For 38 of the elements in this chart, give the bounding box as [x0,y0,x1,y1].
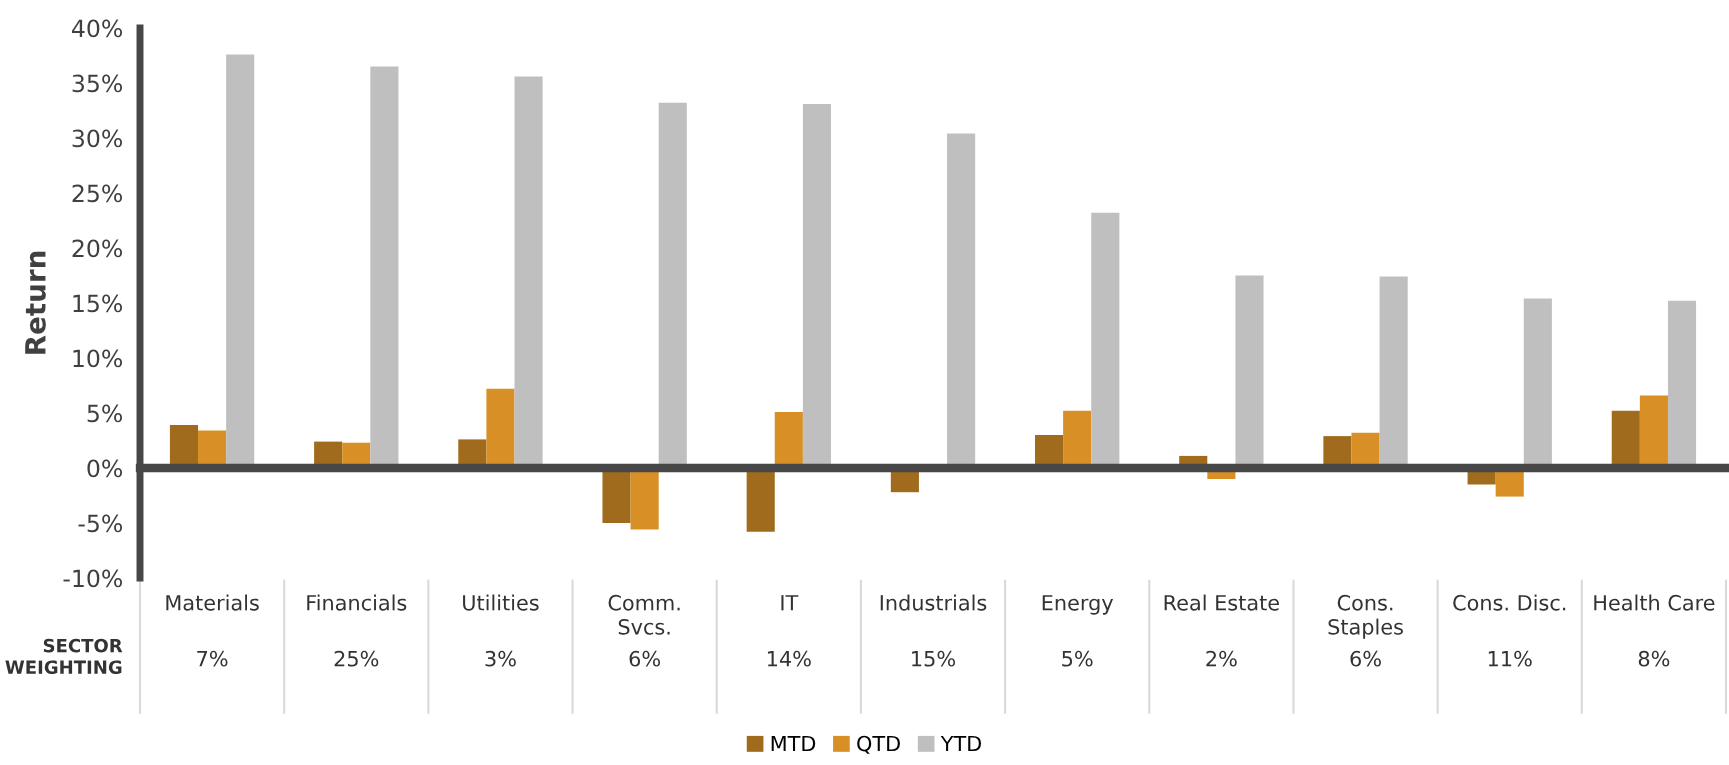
x-tick-label: Industrials [880,594,987,611]
x-tick-label: Cons. Disc. [1453,594,1566,611]
text: 11% [1488,650,1532,667]
y-tick-label: 40% [72,19,123,38]
x-tick-label: Cons. Staples [1328,594,1403,639]
y-tick-label: -5% [78,514,123,533]
x-tick-label: Financials [307,594,407,611]
y-tick-label: 15% [73,294,123,313]
y-tick-label: 5% [87,404,123,423]
text: 2% [1206,650,1237,667]
x-tick-label: Health Care [1594,594,1715,611]
text: 6% [629,650,661,667]
text: 8% [1638,650,1670,667]
x-tick-label: Utilities [463,594,539,611]
text: SECTOR WEIGHTING [5,638,123,675]
text: 25% [334,650,379,667]
y-tick-label: 35% [72,74,123,93]
y-axis-title: Return [25,251,46,354]
y-tick-label: 20% [72,239,123,258]
text: 3% [485,650,516,667]
x-tick-label: Comm. Svcs. [608,594,680,635]
legend-label: YTD [940,735,982,752]
legend-label: MTD [771,735,816,752]
text: 5% [1062,650,1093,667]
x-tick-label: IT [781,595,799,611]
text: 15% [912,650,955,667]
text: 7% [197,650,228,667]
y-tick-label: 0% [87,459,123,478]
x-tick-label: Energy [1042,595,1114,615]
y-tick-label: -10% [63,569,123,588]
y-tick-label: 30% [72,129,123,148]
text: 14% [767,650,811,667]
y-tick-label: 10% [73,349,123,368]
y-tick-label: 25% [72,184,123,203]
legend-label: QTD [857,735,900,754]
text: 6% [1350,650,1381,667]
x-tick-label: Real Estate [1164,594,1279,611]
x-tick-label: Materials [166,594,259,611]
